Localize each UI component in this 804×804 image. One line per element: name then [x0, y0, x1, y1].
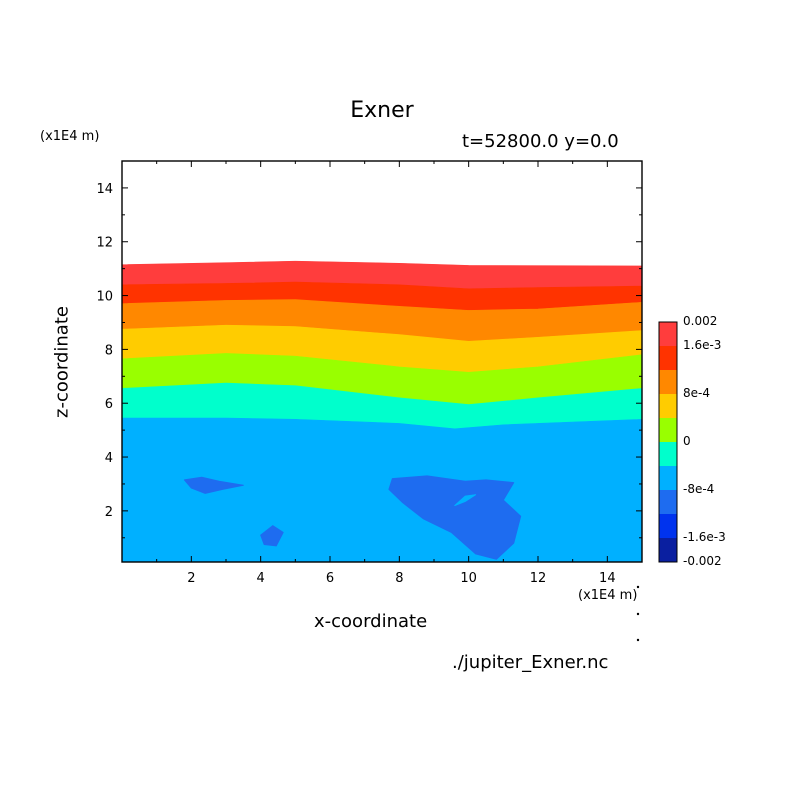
unit-marker-dots: [636, 585, 640, 642]
axis-ticks: 2 4 6 8 10 12 14 2 4 6 8 10 12 14: [96, 161, 642, 586]
x-tick-label: 10: [460, 571, 477, 586]
colorbar-tick-label: 0: [683, 434, 691, 448]
colorbar-swatch: [659, 346, 677, 370]
x-tick-label: 12: [530, 571, 547, 586]
colorbar-swatch: [659, 538, 677, 562]
y-tick-label: 6: [105, 397, 113, 412]
colorbar: [658, 321, 678, 563]
blob-3: [454, 494, 477, 506]
y-axis-label: z-coordinate: [51, 306, 73, 418]
y-tick-label: 10: [96, 290, 113, 305]
x-tick-label: 6: [326, 571, 334, 586]
colorbar-swatch: [659, 514, 677, 538]
colorbar-tick-label: -0.002: [683, 554, 722, 568]
x-axis-unit: (x1E4 m): [578, 588, 638, 603]
blob-2: [388, 475, 522, 560]
colorbar-swatch: [659, 490, 677, 514]
plot-frame: [121, 160, 643, 563]
y-tick-label: 12: [96, 236, 113, 251]
colorbar-swatch: [659, 322, 677, 346]
x-axis-label: x-coordinate: [314, 611, 428, 632]
x-tick-label: 2: [187, 571, 195, 586]
colorbar-swatch: [659, 394, 677, 418]
chart-title: Exner: [350, 98, 414, 123]
source-filename: ./jupiter_Exner.nc: [452, 652, 609, 673]
colorbar-swatch: [659, 418, 677, 442]
y-tick-label: 2: [105, 505, 113, 520]
y-tick-label: 4: [105, 451, 113, 466]
y-tick-label: 8: [105, 343, 113, 358]
y-axis-unit: (x1E4 m): [40, 129, 100, 144]
colorbar-tick-label: -1.6e-3: [683, 530, 726, 544]
x-tick-label: 14: [599, 571, 616, 586]
low-pressure-regions: [183, 475, 522, 560]
blob-0: [183, 476, 244, 494]
x-tick-label: 8: [395, 571, 403, 586]
colorbar-swatch: [659, 442, 677, 466]
colorbar-tick-label: 8e-4: [683, 386, 710, 400]
y-tick-label: 14: [96, 182, 113, 197]
colorbar-swatch: [659, 466, 677, 490]
contour-fills: [121, 260, 643, 563]
chart-subtitle: t=52800.0 y=0.0: [462, 131, 619, 152]
colorbar-swatch: [659, 370, 677, 394]
colorbar-tick-label: 1.6e-3: [683, 338, 722, 352]
x-tick-label: 4: [257, 571, 265, 586]
colorbar-tick-label: -8e-4: [683, 482, 715, 496]
blob-1: [260, 525, 284, 547]
colorbar-tick-label: 0.002: [683, 314, 718, 328]
